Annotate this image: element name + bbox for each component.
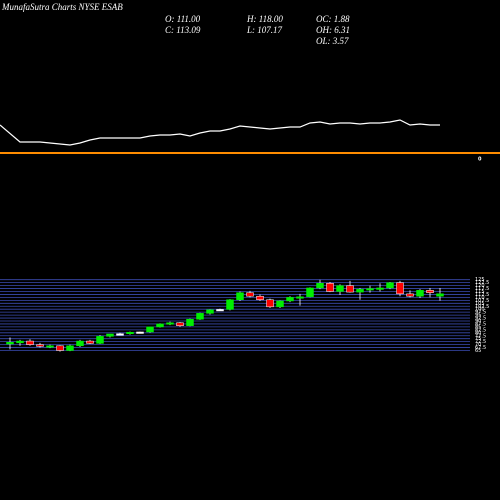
y-tick-label: 80 xyxy=(475,330,481,336)
candle-body xyxy=(36,344,44,347)
y-tick-label: 90 xyxy=(475,319,481,325)
candle-body xyxy=(336,285,344,292)
candle-body xyxy=(96,336,104,344)
y-tick-label: 102.5 xyxy=(475,304,489,310)
candle-body xyxy=(256,295,264,301)
candle-body xyxy=(306,287,314,298)
candle-body xyxy=(156,323,164,328)
candle-body xyxy=(66,345,74,351)
candle-body xyxy=(186,318,194,326)
candle-body xyxy=(406,293,414,297)
y-tick-label: 115 xyxy=(475,289,485,295)
ohlc-stat: OC: 1.88 xyxy=(316,14,350,24)
ohlc-stat: C: 113.09 xyxy=(165,25,201,35)
candle-body xyxy=(116,333,124,336)
y-tick-label: 120 xyxy=(475,283,485,289)
ohlc-stat: O: 111.00 xyxy=(165,14,201,24)
candle-body xyxy=(246,292,254,297)
candle-body xyxy=(86,340,94,344)
y-tick-label: 105 xyxy=(475,301,485,307)
candle-body xyxy=(106,333,114,337)
y-tick-label: 125 xyxy=(475,277,485,283)
candle-body xyxy=(46,345,54,348)
y-tick-label: 77.5 xyxy=(475,333,486,339)
candle-body xyxy=(166,322,174,325)
candle-body xyxy=(436,293,444,297)
candle-body xyxy=(196,313,204,320)
y-tick-label: 70 xyxy=(475,342,481,348)
y-tick-label: 87.5 xyxy=(475,321,486,327)
chart-title: MunafaSutra Charts NYSE ESAB xyxy=(1,2,123,12)
candle-body xyxy=(416,290,424,297)
candle-body xyxy=(146,326,154,333)
candle-body xyxy=(386,282,394,289)
y-tick-label: 85 xyxy=(475,324,481,330)
candle-body xyxy=(176,322,184,326)
candle-body xyxy=(206,309,214,314)
y-tick-label: 82.5 xyxy=(475,327,486,333)
candle-body xyxy=(126,331,134,334)
ohlc-stat: OL: 3.57 xyxy=(316,36,349,46)
ohlc-stat: OH: 6.31 xyxy=(316,25,350,35)
candle-body xyxy=(16,340,24,344)
y-tick-label: 97.5 xyxy=(475,310,486,316)
candle-body xyxy=(56,345,64,351)
candle-body xyxy=(366,288,374,291)
candle-body xyxy=(76,340,84,347)
y-tick-label: 75 xyxy=(475,336,481,342)
candle-body xyxy=(216,309,224,312)
candle-body xyxy=(286,297,294,302)
candle-body xyxy=(266,299,274,308)
ohlc-stat: H: 118.00 xyxy=(246,14,283,24)
y-tick-label: 100 xyxy=(475,307,485,313)
y-tick-label: 122.5 xyxy=(475,280,489,286)
candle-body xyxy=(276,300,284,308)
candle-body xyxy=(136,331,144,334)
indicator-line xyxy=(0,119,440,146)
candle-body xyxy=(356,288,364,293)
candle-body xyxy=(426,290,434,293)
candle-body xyxy=(376,287,384,290)
candle-body xyxy=(346,285,354,293)
ohlc-stat: L: 107.17 xyxy=(246,25,283,35)
candle-body xyxy=(6,341,14,345)
candle-body xyxy=(26,340,34,345)
candle-body xyxy=(226,299,234,310)
y-tick-label: 67.5 xyxy=(475,345,486,351)
candle-body xyxy=(296,296,304,299)
candle-body xyxy=(236,292,244,301)
y-tick-label: 107.5 xyxy=(475,298,489,304)
y-tick-label: 112.5 xyxy=(475,292,489,298)
y-tick-label: 65 xyxy=(475,348,481,354)
y-tick-label: 0 xyxy=(478,157,482,163)
y-tick-label: 72.5 xyxy=(475,339,486,345)
y-tick-label: 117.5 xyxy=(475,286,489,292)
candle-body xyxy=(326,282,334,292)
y-tick-label: 92.5 xyxy=(475,316,486,322)
y-tick-label: 110 xyxy=(475,295,485,301)
candle-body xyxy=(396,282,404,295)
y-tick-label: 95 xyxy=(475,313,481,319)
candle-body xyxy=(316,282,324,289)
